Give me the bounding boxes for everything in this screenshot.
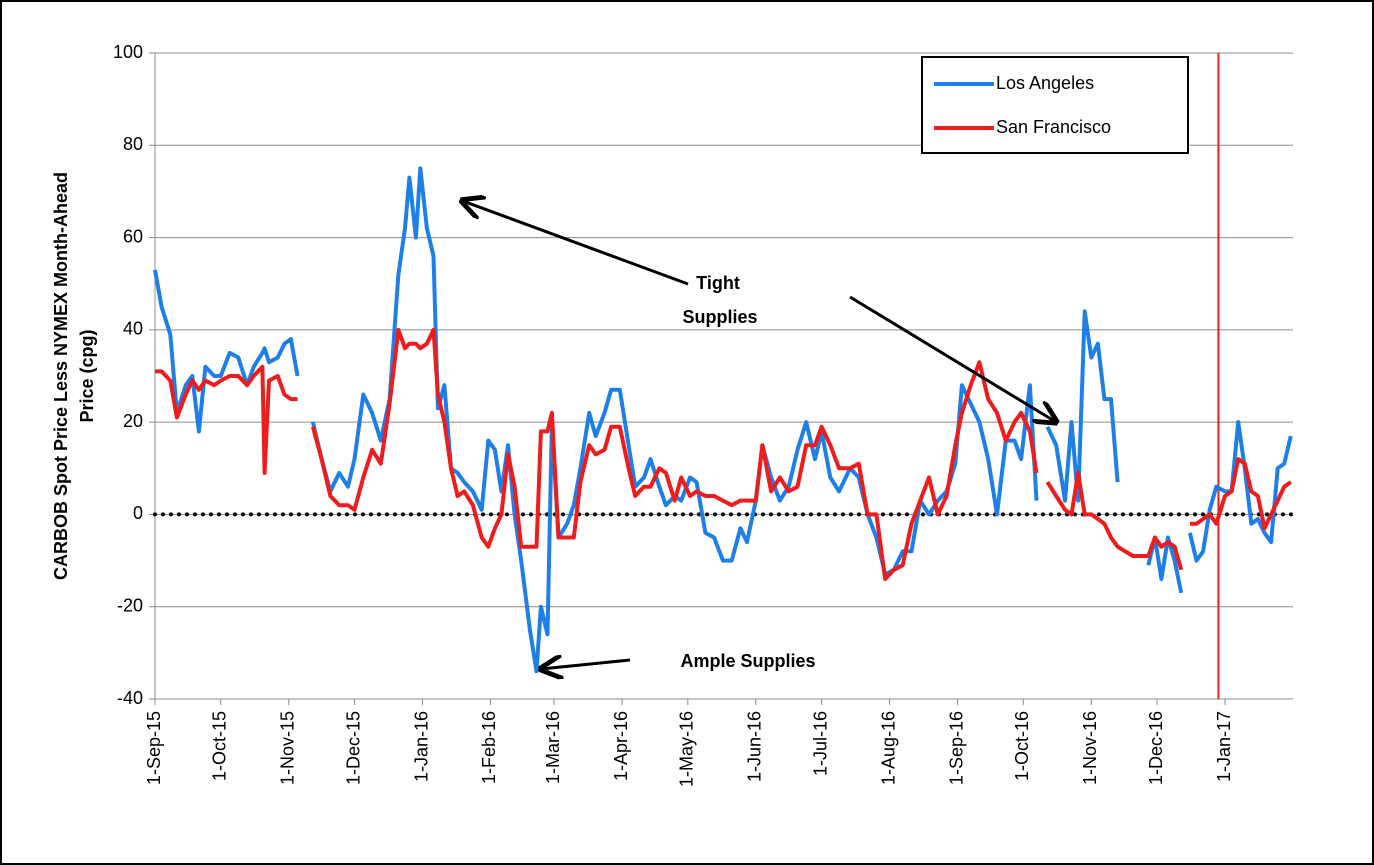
series-line <box>153 166 1293 674</box>
y-tick-label: 0 <box>133 503 143 523</box>
x-tick-label: 1-May-16 <box>677 711 697 787</box>
y-tick-label: 40 <box>123 319 143 339</box>
legend-box <box>921 56 1189 154</box>
annotation-arrow <box>849 295 1056 422</box>
x-tick-label: 1-Nov-15 <box>278 711 298 785</box>
annotation-arrow <box>462 201 689 286</box>
x-tick-label: 1-Dec-16 <box>1146 711 1166 785</box>
x-tick-label: 1-Sep-15 <box>144 711 164 785</box>
x-tick-label: 1-Sep-16 <box>946 711 966 785</box>
y-tick-label: 100 <box>113 42 143 62</box>
x-tick-label: 1-Dec-15 <box>343 711 363 785</box>
y-tick-label: -20 <box>117 595 143 615</box>
x-tick-label: 1-Jun-16 <box>745 711 765 782</box>
x-tick-label: 1-Oct-16 <box>1012 711 1032 781</box>
x-tick-label: 1-Jul-16 <box>810 711 830 776</box>
annotation-text: Tight <box>696 273 740 293</box>
x-tick-label: 1-Feb-16 <box>479 711 499 784</box>
y-tick-label: -40 <box>117 688 143 708</box>
y-axis-label: CARBOB Spot Price Less NYMEX Month-Ahead <box>51 172 71 580</box>
series-line <box>155 327 1292 581</box>
x-tick-label: 1-Oct-15 <box>210 711 230 781</box>
annotation-text: Supplies <box>682 307 757 327</box>
legend-label: Los Angeles <box>996 73 1094 93</box>
x-tick-label: 1-Jan-17 <box>1214 711 1234 782</box>
legend-label: San Francisco <box>996 117 1111 137</box>
y-tick-label: 80 <box>123 134 143 154</box>
x-tick-label: 1-Apr-16 <box>611 711 631 781</box>
annotation-text: Ample Supplies <box>680 651 815 671</box>
x-tick-label: 1-Aug-16 <box>878 711 898 785</box>
x-tick-label: 1-Nov-16 <box>1080 711 1100 785</box>
y-tick-label: 20 <box>123 411 143 431</box>
x-tick-label: 1-Mar-16 <box>543 711 563 784</box>
y-axis-label: Price (cpg) <box>77 329 97 422</box>
y-tick-label: 60 <box>123 226 143 246</box>
annotation-arrow <box>541 660 631 669</box>
x-tick-label: 1-Jan-16 <box>411 711 431 782</box>
